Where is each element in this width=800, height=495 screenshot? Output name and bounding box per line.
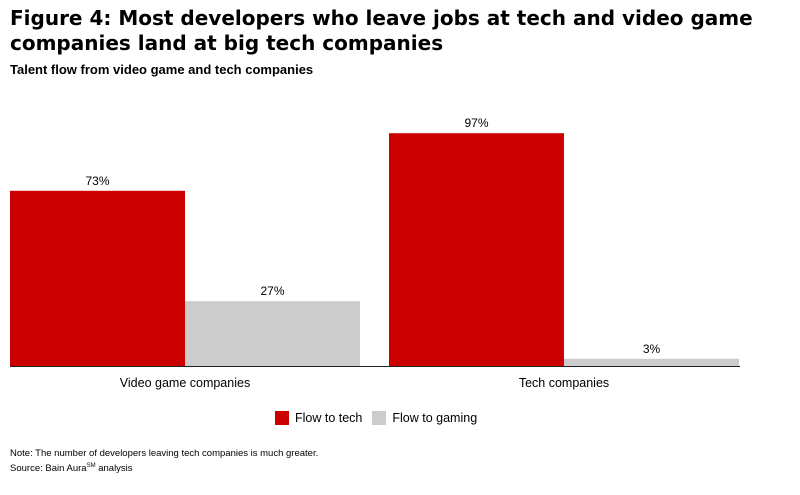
bar-chart: 73% 27% Video game companies 97% 3% Tech comp… <box>10 116 740 390</box>
legend-label-gaming: Flow to gaming <box>392 411 478 425</box>
legend-swatch-tech <box>275 411 289 425</box>
chart-notes: Note: The number of developers leaving t… <box>10 448 318 475</box>
legend: Flow to tech Flow to gaming <box>275 411 487 425</box>
source-suffix: analysis <box>95 463 133 475</box>
category-label-video-game-companies: Video game companies <box>120 376 250 390</box>
source-superscript: SM <box>86 463 96 469</box>
source-text: Source: Bain AuraSM analysis <box>10 460 318 475</box>
data-label-video-game-companies-flow-to-tech: 73% <box>85 174 109 188</box>
data-label-video-game-companies-flow-to-gaming: 27% <box>260 284 284 298</box>
legend-item-flow-to-gaming: Flow to gaming <box>372 411 477 425</box>
bar-video-game-companies-flow-to-gaming <box>185 301 360 366</box>
chart-subtitle: Talent flow from video game and tech com… <box>10 62 314 77</box>
note-text: Note: The number of developers leaving t… <box>10 448 319 459</box>
source-prefix: Source: Bain Aura <box>10 463 87 475</box>
data-label-tech-companies-flow-to-gaming: 3% <box>643 342 661 356</box>
bar-tech-companies-flow-to-gaming <box>564 358 739 366</box>
legend-label-tech: Flow to tech <box>295 411 363 425</box>
chart-title: Figure 4: Most developers who leave jobs… <box>10 6 753 55</box>
legend-item-flow-to-tech: Flow to tech <box>275 411 362 425</box>
data-label-tech-companies-flow-to-tech: 97% <box>464 116 488 130</box>
legend-swatch-gaming <box>372 411 387 425</box>
bar-video-game-companies-flow-to-tech <box>10 190 185 366</box>
category-label-tech-companies: Tech companies <box>519 376 609 390</box>
bar-tech-companies-flow-to-tech <box>389 133 564 366</box>
